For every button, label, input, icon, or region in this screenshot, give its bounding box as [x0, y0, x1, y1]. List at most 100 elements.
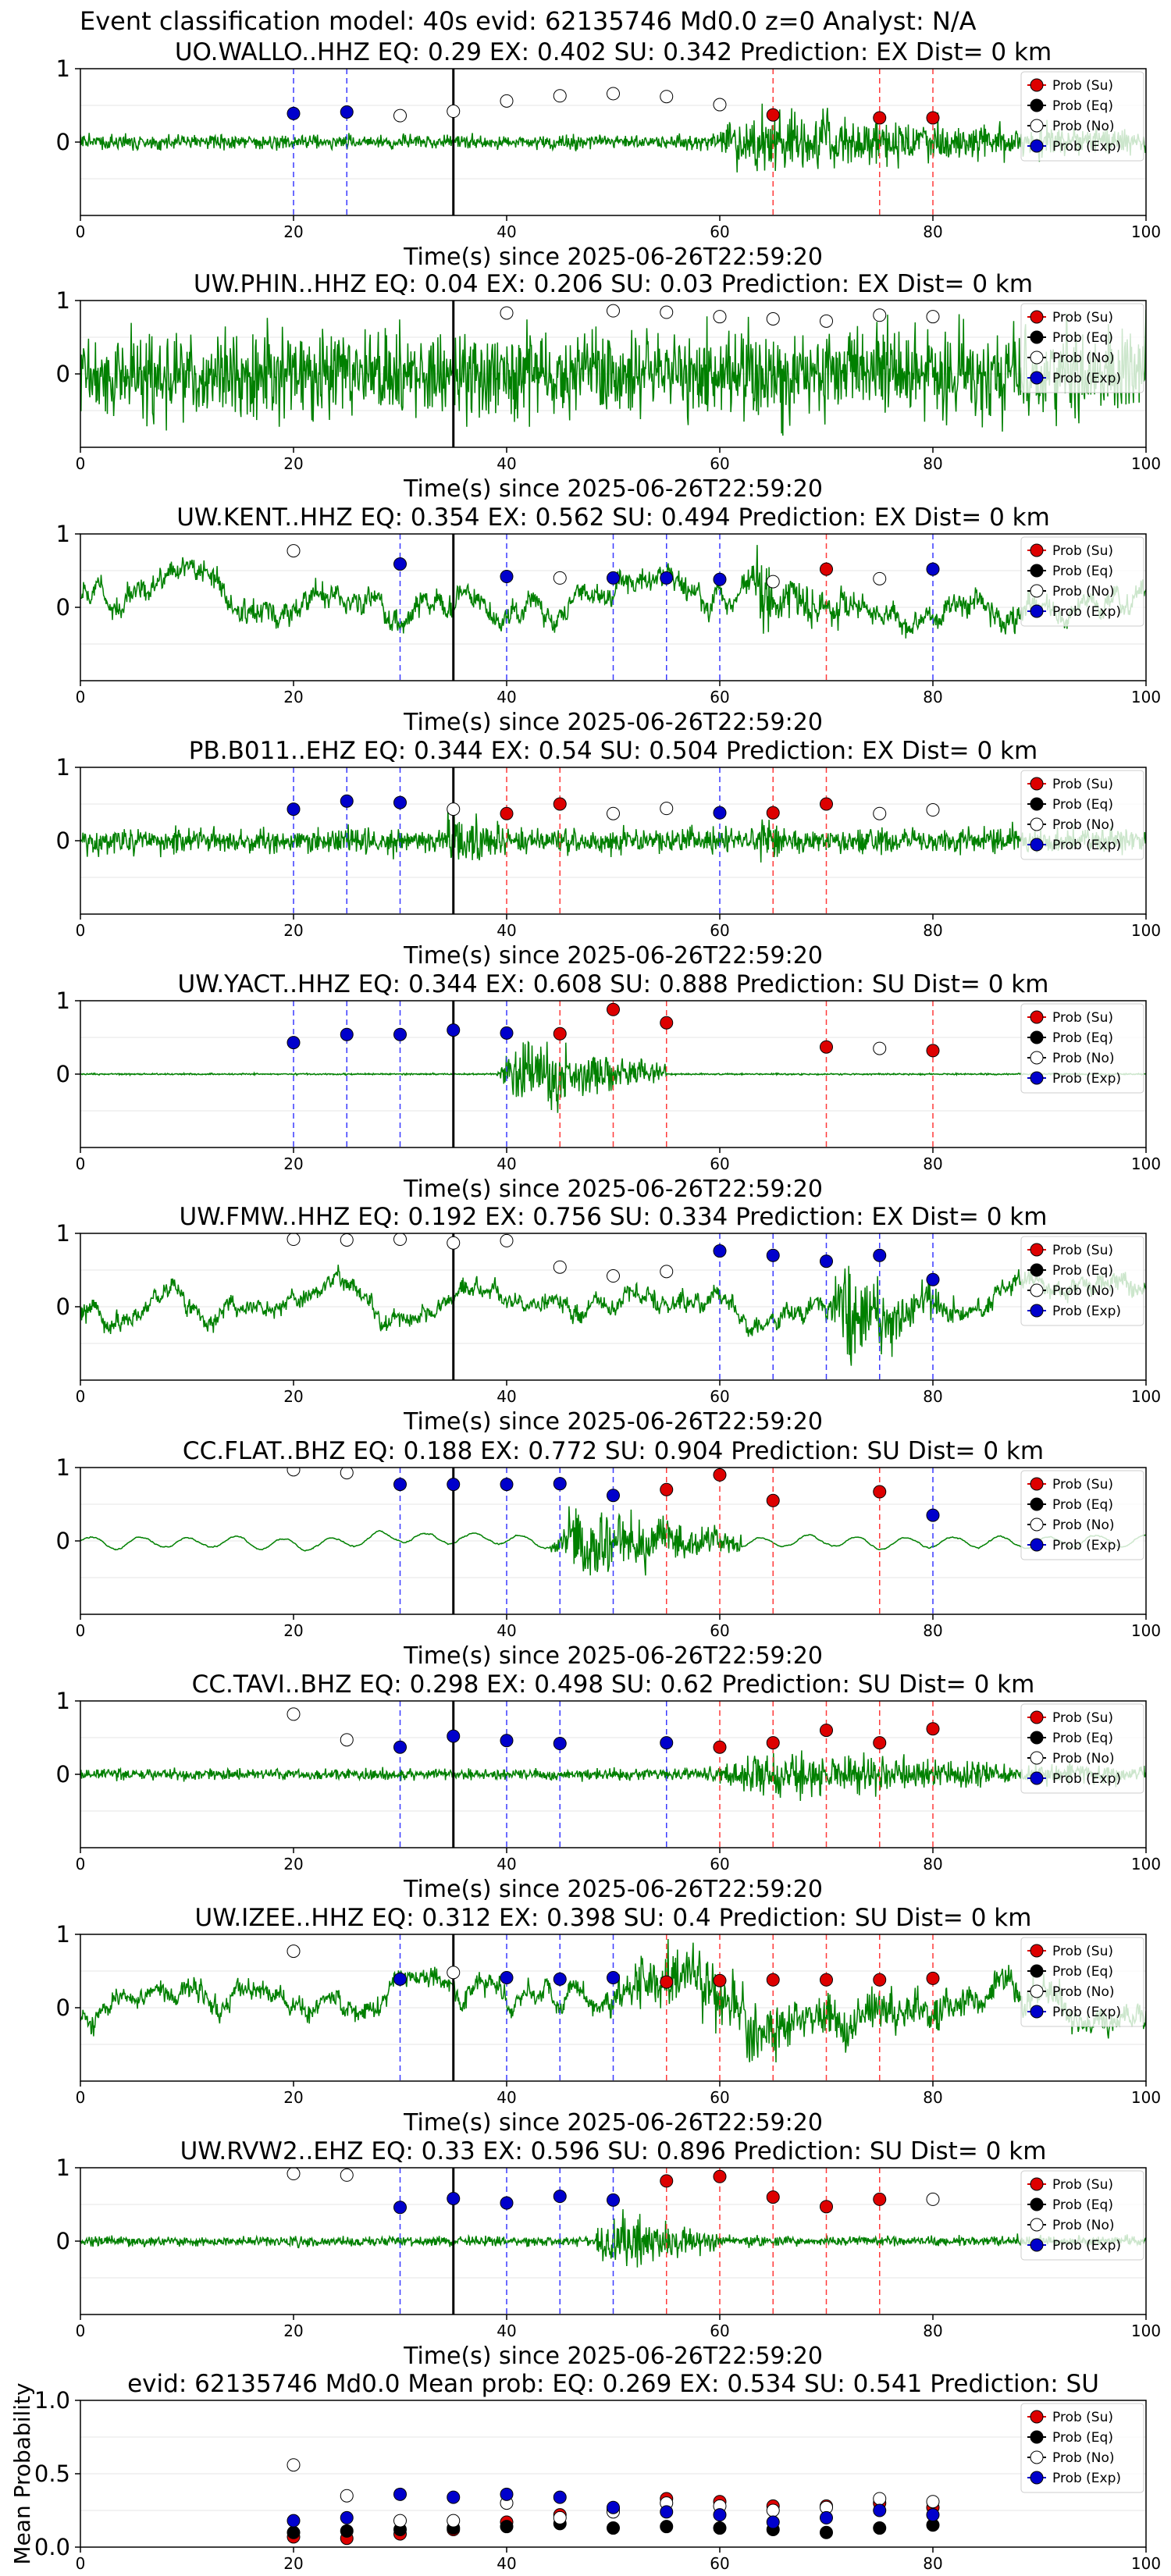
x-tick-label: 60: [710, 2322, 729, 2340]
legend-label: Prob (Exp): [1052, 139, 1121, 155]
x-tick-label: 80: [923, 1387, 942, 1406]
x-tick-label: 40: [497, 1855, 516, 1873]
legend-label: Prob (Su): [1052, 1010, 1113, 1026]
prob-point-su: [500, 806, 514, 820]
legend: Prob (Su) Prob (Eq) Prob (No) Prob (Exp): [1020, 1937, 1144, 2027]
legend-box: [1020, 303, 1144, 393]
waveform-trace: [80, 806, 1146, 863]
x-tick-label: 100: [1131, 1855, 1161, 1873]
prob-point-eq: [287, 2525, 301, 2539]
prob-point-exp: [766, 1248, 780, 1262]
legend: Prob (Su) Prob (Eq) Prob (No) Prob (Exp): [1020, 2403, 1144, 2493]
prob-point-exp: [500, 2196, 514, 2210]
x-axis-label: Time(s) since 2025-06-26T22:59:20: [403, 1176, 823, 1203]
x-axis-label: Time(s) since 2025-06-26T22:59:20: [403, 709, 823, 736]
y-tick-label: 1: [56, 521, 70, 547]
prob-point-exp: [926, 2508, 940, 2522]
prob-point-su: [926, 111, 940, 125]
x-tick-label: 40: [497, 921, 516, 940]
legend-marker: [1030, 1984, 1044, 1998]
legend-marker: [1030, 139, 1044, 153]
prob-point-exp: [660, 571, 674, 585]
subplot-title: UW.RVW2..EHZ EQ: 0.33 EX: 0.596 SU: 0.89…: [180, 2137, 1047, 2165]
x-tick-label: 40: [497, 2088, 516, 2107]
legend-marker: [1030, 1497, 1044, 1511]
y-tick-label: 0.5: [34, 2460, 70, 2487]
prob-point-exp: [340, 2510, 354, 2524]
legend-marker: [1030, 604, 1044, 618]
legend-marker: [1030, 1771, 1044, 1785]
prob-point-exp: [713, 2508, 727, 2522]
prob-point-no: [287, 1944, 301, 1959]
legend-label: Prob (Exp): [1052, 1771, 1121, 1787]
legend-box: [1020, 2403, 1144, 2493]
legend: Prob (Su) Prob (Eq) Prob (No) Prob (Exp): [1020, 303, 1144, 393]
x-tick-label: 20: [283, 2322, 303, 2340]
prob-point-su: [820, 797, 833, 811]
legend-label: Prob (Exp): [1052, 2005, 1121, 2020]
y-tick-label: 0: [56, 129, 70, 155]
x-tick-label: 100: [1131, 1155, 1161, 1173]
prob-point-su: [926, 1971, 940, 1985]
legend-label: Prob (Eq): [1052, 2197, 1113, 2213]
prob-point-exp: [607, 2500, 620, 2514]
x-tick-label: 0: [76, 1155, 86, 1173]
prob-point-no: [287, 544, 301, 558]
prob-point-eq: [500, 2520, 514, 2534]
prob-point-no: [500, 1233, 514, 1247]
x-tick-label: 80: [923, 2322, 942, 2340]
legend-label: Prob (Exp): [1052, 1538, 1121, 1553]
x-tick-label: 20: [283, 222, 303, 241]
y-tick-label: 0: [56, 827, 70, 854]
x-tick-label: 20: [283, 2554, 303, 2573]
prob-point-exp: [393, 2487, 407, 2501]
prob-point-no: [766, 2503, 780, 2517]
legend-label: Prob (Su): [1052, 1243, 1113, 1258]
subplot-title: evid: 62135746 Md0.0 Mean prob: EQ: 0.26…: [127, 2370, 1099, 2398]
subplot-title: UW.KENT..HHZ EQ: 0.354 EX: 0.562 SU: 0.4…: [176, 503, 1050, 532]
prob-point-exp: [607, 2193, 620, 2207]
prob-point-exp: [713, 572, 727, 586]
y-tick-label: 1: [56, 987, 70, 1014]
legend-marker: [1030, 584, 1044, 598]
prob-point-no: [873, 806, 887, 820]
x-tick-label: 60: [710, 2088, 729, 2107]
legend: Prob (Su) Prob (Eq) Prob (No) Prob (Exp): [1020, 536, 1144, 627]
x-tick-label: 40: [497, 454, 516, 473]
prob-point-su: [713, 2169, 727, 2183]
legend-label: Prob (Su): [1052, 2177, 1113, 2193]
y-tick-label: 0: [56, 1293, 70, 1320]
prob-point-su: [873, 1973, 887, 1987]
x-tick-label: 80: [923, 454, 942, 473]
legend-marker: [1030, 543, 1044, 557]
waveform-trace: [80, 309, 1146, 436]
prob-point-no: [447, 105, 461, 119]
prob-point-su: [713, 1740, 727, 1754]
subplot-1: UO.WALLO..HHZ EQ: 0.29 EX: 0.402 SU: 0.3…: [56, 38, 1162, 271]
legend-marker: [1030, 1964, 1044, 1978]
x-tick-label: 100: [1131, 2088, 1161, 2107]
prob-point-no: [873, 571, 887, 585]
prob-point-no: [713, 310, 727, 324]
prob-point-no: [873, 308, 887, 322]
legend-label: Prob (Su): [1052, 310, 1113, 326]
x-axis-label: Time(s) since 2025-06-26T22:59:20: [403, 2109, 823, 2137]
x-axis-label: Time(s) since 2025-06-26T22:59:20: [403, 244, 823, 271]
waveform-trace: [80, 1750, 1146, 1802]
x-tick-label: 40: [497, 688, 516, 706]
legend-marker: [1030, 1751, 1044, 1765]
legend-box: [1020, 1703, 1144, 1794]
prob-point-exp: [500, 1734, 514, 1748]
legend-marker: [1030, 797, 1044, 811]
prob-point-no: [447, 802, 461, 817]
y-tick-label: 1: [56, 754, 70, 781]
subplot-title: UO.WALLO..HHZ EQ: 0.29 EX: 0.402 SU: 0.3…: [175, 38, 1052, 66]
legend-label: Prob (No): [1052, 1517, 1115, 1533]
y-tick-label: 1: [56, 55, 70, 82]
legend: Prob (Su) Prob (Eq) Prob (No) Prob (Exp): [1020, 1003, 1144, 1094]
x-tick-label: 60: [710, 688, 729, 706]
prob-point-exp: [287, 106, 301, 120]
prob-point-no: [393, 109, 407, 123]
legend-label: Prob (No): [1052, 2218, 1115, 2233]
y-axis-label: Mean Probability: [9, 2382, 35, 2564]
